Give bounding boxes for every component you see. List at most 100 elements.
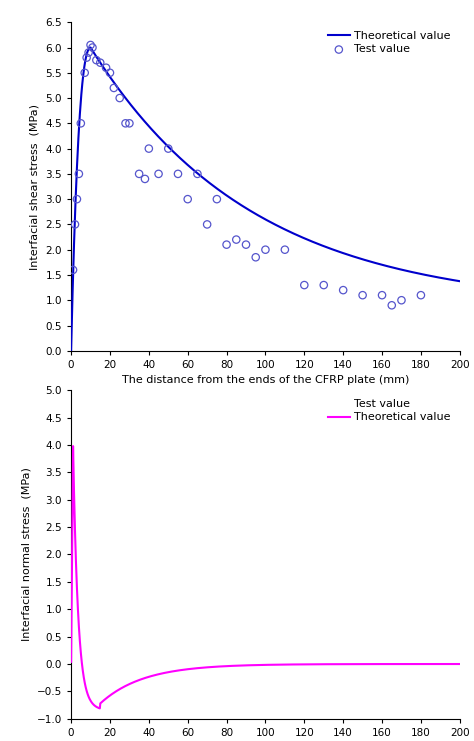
Theoretical value: [457, 276, 463, 285]
Test value: [242, 669, 250, 681]
Test value: [71, 219, 79, 230]
Test value: [378, 289, 386, 301]
Theoretical value: [295, 660, 301, 669]
Test value: [223, 239, 230, 250]
Test value: [242, 239, 250, 250]
Test value: [359, 289, 366, 301]
Test value: [155, 677, 162, 689]
Theoretical value: [403, 266, 409, 275]
Test value: [71, 543, 79, 555]
Theoretical value: [92, 702, 98, 711]
Test value: [262, 244, 269, 256]
Theoretical value: [70, 442, 76, 451]
Theoretical value: [364, 659, 370, 668]
Theoretical value: [305, 235, 310, 244]
Test value: [193, 168, 201, 180]
Test value: [141, 173, 149, 185]
Test value: [388, 299, 395, 311]
Test value: [301, 669, 308, 681]
Test value: [96, 677, 104, 689]
Test value: [87, 647, 94, 659]
Test value: [388, 663, 395, 675]
Test value: [73, 193, 81, 205]
Test value: [145, 680, 153, 692]
Theoretical value: [305, 660, 311, 669]
Test value: [94, 669, 102, 681]
Test value: [69, 264, 77, 276]
Test value: [193, 674, 201, 686]
Test value: [359, 669, 366, 681]
Test value: [427, 663, 434, 675]
Test value: [116, 92, 123, 104]
Theoretical value: [404, 659, 410, 668]
Test value: [69, 631, 77, 642]
Test value: [79, 587, 87, 599]
Test value: [126, 117, 133, 129]
Test value: [126, 680, 133, 692]
Theoretical value: [88, 43, 93, 52]
Theoretical value: [364, 256, 369, 265]
Test value: [85, 47, 92, 59]
Test value: [92, 54, 100, 66]
Theoretical value: [68, 345, 74, 354]
Test value: [164, 677, 172, 689]
Test value: [417, 653, 425, 665]
Test value: [417, 289, 425, 301]
Test value: [320, 666, 328, 678]
Test value: [110, 697, 118, 708]
Test value: [164, 143, 172, 155]
Test value: [122, 685, 129, 697]
Test value: [116, 682, 123, 694]
Theoretical value: [294, 230, 300, 239]
Theoretical value: [317, 659, 322, 668]
X-axis label: The distance from the ends of the CFRP plate (mm): The distance from the ends of the CFRP p…: [122, 376, 409, 385]
Test value: [135, 688, 143, 700]
Test value: [232, 233, 240, 245]
Legend: Theoretical value, Test value: Theoretical value, Test value: [324, 27, 454, 58]
Test value: [91, 650, 98, 662]
Test value: [106, 694, 114, 705]
Test value: [398, 294, 405, 306]
Test value: [83, 52, 91, 64]
Test value: [223, 672, 230, 684]
Test value: [87, 39, 94, 51]
Test value: [106, 67, 114, 79]
Test value: [122, 117, 129, 129]
Test value: [252, 251, 259, 263]
Test value: [437, 653, 444, 665]
Theoretical value: [457, 659, 463, 668]
Theoretical value: [316, 240, 322, 249]
Test value: [81, 67, 89, 79]
Test value: [281, 244, 289, 256]
Test value: [89, 41, 96, 53]
Test value: [85, 631, 92, 642]
Test value: [75, 480, 82, 492]
Test value: [184, 193, 191, 205]
Test value: [262, 666, 269, 678]
Test value: [135, 168, 143, 180]
Test value: [96, 57, 104, 69]
Test value: [75, 168, 82, 180]
Test value: [301, 279, 308, 291]
Test value: [398, 663, 405, 675]
Test value: [73, 499, 81, 511]
Legend: Test value, Theoretical value: Test value, Theoretical value: [324, 396, 454, 426]
Test value: [174, 168, 182, 180]
Test value: [378, 669, 386, 681]
Test value: [100, 688, 108, 700]
Test value: [339, 666, 347, 678]
Theoretical value: [97, 704, 103, 713]
Test value: [77, 117, 84, 129]
Test value: [203, 672, 211, 684]
Theoretical value: [68, 657, 74, 666]
Test value: [339, 285, 347, 296]
Test value: [110, 82, 118, 94]
Test value: [407, 653, 415, 665]
Test value: [102, 62, 110, 73]
Test value: [155, 168, 162, 180]
Test value: [213, 193, 220, 205]
Text: (a) Interfacial shear stress: (a) Interfacial shear stress: [178, 423, 353, 436]
Test value: [77, 559, 84, 571]
Test value: [281, 666, 289, 678]
Test value: [203, 219, 211, 230]
